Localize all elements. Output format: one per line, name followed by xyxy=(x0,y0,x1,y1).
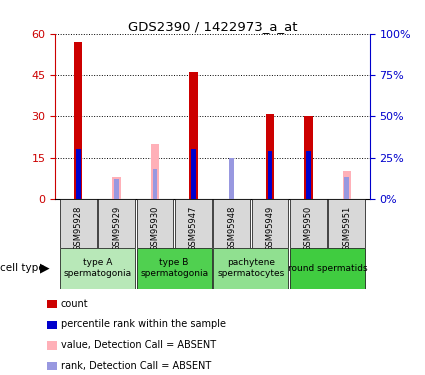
Text: value, Detection Call = ABSENT: value, Detection Call = ABSENT xyxy=(61,340,216,350)
Text: GSM95949: GSM95949 xyxy=(266,206,275,251)
Text: GSM95928: GSM95928 xyxy=(74,206,83,251)
Bar xyxy=(153,169,157,199)
Bar xyxy=(213,248,289,289)
Bar xyxy=(213,199,250,248)
Text: GSM95947: GSM95947 xyxy=(189,206,198,251)
Bar xyxy=(189,72,198,199)
Text: GSM95950: GSM95950 xyxy=(304,206,313,251)
Bar xyxy=(329,199,365,248)
Text: GSM95929: GSM95929 xyxy=(112,206,121,251)
Text: cell type: cell type xyxy=(0,263,45,273)
Text: type A
spermatogonia: type A spermatogonia xyxy=(63,258,131,278)
Bar xyxy=(136,248,212,289)
Text: GSM95948: GSM95948 xyxy=(227,206,236,251)
Bar xyxy=(151,144,159,199)
Bar xyxy=(60,248,135,289)
Bar xyxy=(266,114,274,199)
Text: count: count xyxy=(61,299,88,309)
Text: round spermatids: round spermatids xyxy=(288,264,367,273)
Bar xyxy=(114,179,119,199)
Bar xyxy=(252,199,289,248)
Text: pachytene
spermatocytes: pachytene spermatocytes xyxy=(217,258,284,278)
Bar xyxy=(136,199,173,248)
Title: GDS2390 / 1422973_a_at: GDS2390 / 1422973_a_at xyxy=(128,20,297,33)
Bar xyxy=(343,171,351,199)
Bar xyxy=(290,248,365,289)
Text: percentile rank within the sample: percentile rank within the sample xyxy=(61,320,226,329)
Bar xyxy=(306,151,311,199)
Bar xyxy=(304,116,313,199)
Bar xyxy=(98,199,135,248)
Bar xyxy=(268,151,272,199)
Text: rank, Detection Call = ABSENT: rank, Detection Call = ABSENT xyxy=(61,361,211,370)
Bar xyxy=(230,158,234,199)
Bar xyxy=(112,177,121,199)
Bar xyxy=(76,149,81,199)
Bar xyxy=(344,177,349,199)
Text: type B
spermatogonia: type B spermatogonia xyxy=(140,258,208,278)
Bar xyxy=(175,199,212,248)
Bar xyxy=(290,199,327,248)
Bar xyxy=(191,149,196,199)
Bar xyxy=(60,199,96,248)
Text: GSM95951: GSM95951 xyxy=(342,206,351,251)
Text: ▶: ▶ xyxy=(40,262,49,274)
Bar xyxy=(74,42,82,199)
Text: GSM95930: GSM95930 xyxy=(150,206,159,251)
